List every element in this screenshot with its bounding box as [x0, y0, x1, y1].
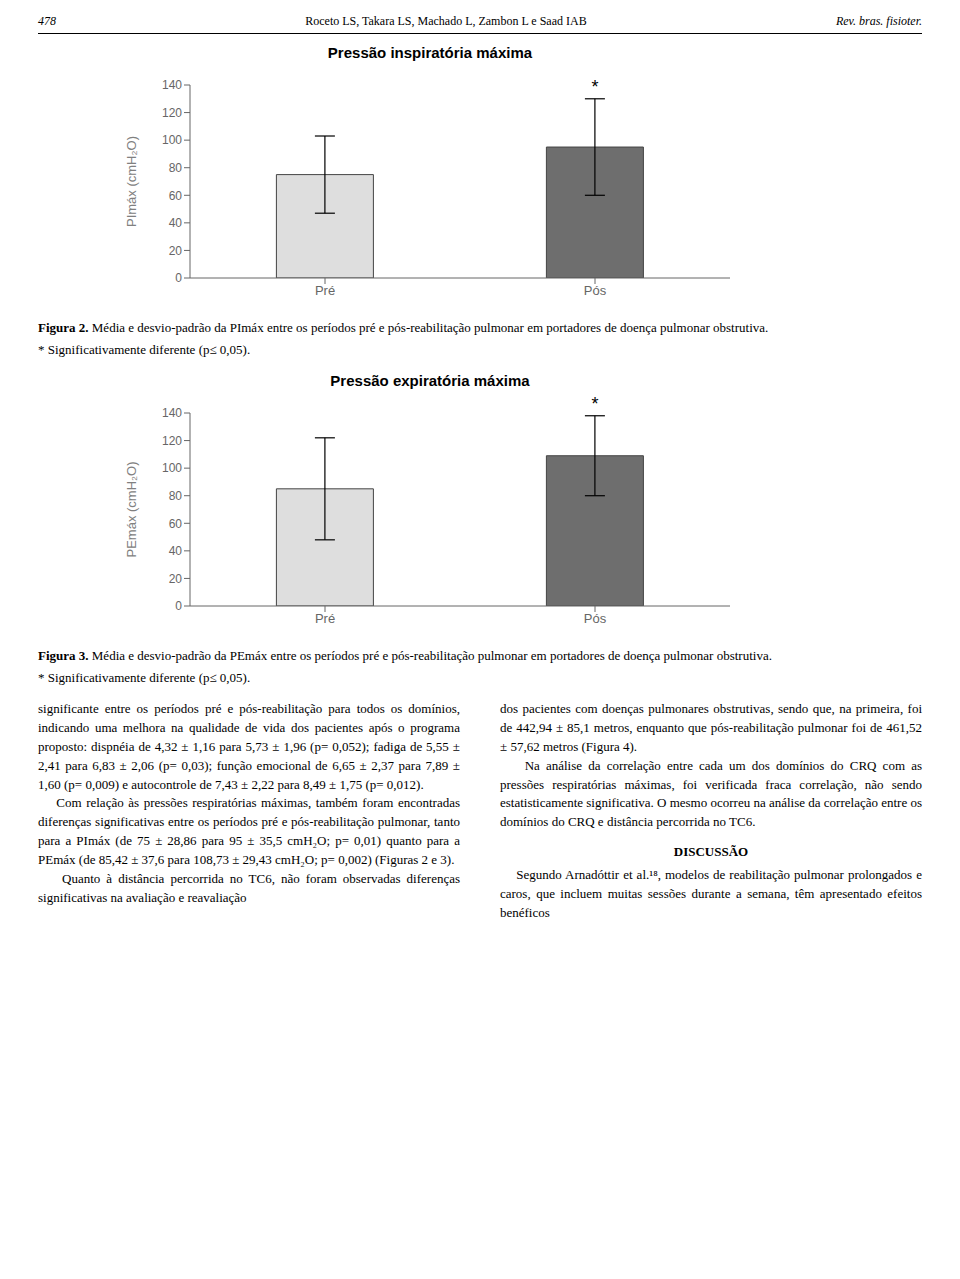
- html-text:significante entre os períodos: significante entre os períodos pré e pós…: [38, 701, 464, 905]
- svg-text:*: *: [591, 394, 598, 414]
- svg-text:60: 60: [169, 517, 183, 531]
- svg-text:80: 80: [169, 161, 183, 175]
- svg-text:100: 100: [162, 133, 182, 147]
- svg-text:*: *: [591, 77, 598, 97]
- html-text:Figura 3. Média e desvio-padrã: Figura 3. Média e desvio-padrão da PEmáx…: [38, 648, 772, 664]
- svg-text:Pré: Pré: [315, 283, 335, 298]
- svg-text:120: 120: [162, 106, 182, 120]
- html-text:DISCUSSÃO: DISCUSSÃO: [673, 844, 749, 860]
- svg-text:60: 60: [169, 189, 183, 203]
- html-text:dos pacientes com doenças pulm: dos pacientes com doenças pulmonares obs…: [500, 701, 926, 830]
- html-text:Rev. bras. fisioter.: Rev. bras. fisioter.: [835, 14, 922, 28]
- svg-text:0: 0: [175, 599, 182, 613]
- svg-text:80: 80: [169, 489, 183, 503]
- svg-text:40: 40: [169, 216, 183, 230]
- html-text:Pressão expiratória máxima: Pressão expiratória máxima: [330, 372, 530, 390]
- html-text:Segundo Arnadóttir et al.¹⁸, m: Segundo Arnadóttir et al.¹⁸, modelos de …: [500, 867, 926, 920]
- html-text:Pressão inspiratória máxima: Pressão inspiratória máxima: [327, 44, 533, 61]
- svg-text:Pré: Pré: [315, 611, 335, 626]
- svg-text:20: 20: [169, 572, 183, 586]
- svg-text:40: 40: [169, 544, 183, 558]
- svg-text:140: 140: [162, 406, 182, 420]
- svg-text:PEmáx (cmH₂O): PEmáx (cmH₂O): [124, 462, 139, 558]
- svg-text:140: 140: [162, 78, 182, 92]
- html-text:* Significativamente diferente: * Significativamente diferente (p≤ 0,05)…: [38, 341, 251, 357]
- svg-text:PImáx (cmH₂O): PImáx (cmH₂O): [124, 136, 139, 227]
- svg-text:20: 20: [169, 244, 183, 258]
- svg-text:0: 0: [175, 271, 182, 285]
- html-text:* Significativamente diferente: * Significativamente diferente (p≤ 0,05)…: [38, 669, 251, 685]
- svg-text:Pós: Pós: [584, 283, 607, 298]
- svg-text:Pós: Pós: [584, 611, 607, 626]
- svg-text:100: 100: [162, 461, 182, 475]
- html-text:Roceto LS, Takara LS, Machado: Roceto LS, Takara LS, Machado L, Zambon …: [305, 14, 587, 28]
- html-text:478: 478: [38, 14, 56, 28]
- html-text:Figura 2. Média e desvio-padrã: Figura 2. Média e desvio-padrão da PImáx…: [38, 320, 769, 335]
- svg-text:120: 120: [162, 434, 182, 448]
